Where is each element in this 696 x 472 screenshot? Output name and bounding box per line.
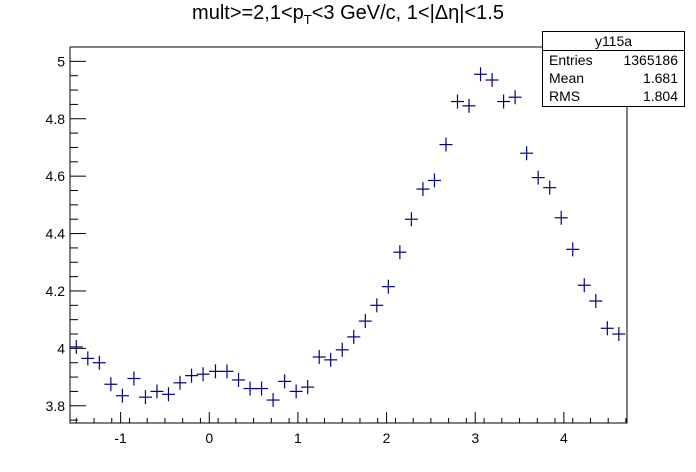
data-point	[612, 327, 626, 342]
stats-label: Entries	[549, 52, 593, 68]
stats-row-entries: Entries 1365186	[543, 51, 684, 69]
y-tick-label: 4	[57, 340, 65, 356]
data-point	[485, 73, 499, 88]
stats-row-rms: RMS 1.804	[543, 87, 684, 105]
data-point	[243, 381, 257, 396]
y-tick-label: 4.6	[46, 168, 66, 184]
data-point	[92, 355, 106, 370]
data-point	[347, 329, 361, 344]
data-point	[358, 314, 372, 329]
y-tick-label: 4.8	[46, 111, 66, 127]
data-point	[474, 67, 488, 82]
data-point	[69, 339, 83, 354]
data-point	[577, 278, 591, 293]
data-point	[220, 364, 234, 379]
data-point	[312, 349, 326, 364]
data-point	[266, 393, 280, 408]
data-point	[393, 245, 407, 260]
stats-label: Mean	[549, 70, 585, 86]
stats-histogram-name: y115a	[543, 32, 684, 51]
data-point	[600, 321, 614, 336]
data-point	[208, 364, 222, 379]
stats-label: RMS	[549, 88, 581, 104]
stats-value: 1.804	[642, 88, 678, 104]
stats-value: 1365186	[623, 52, 678, 68]
data-point	[416, 182, 430, 197]
x-tick-label: 0	[205, 430, 213, 446]
data-point	[104, 377, 118, 392]
data-point	[520, 146, 534, 161]
y-tick-label: 4.2	[46, 283, 66, 299]
data-point	[497, 94, 511, 109]
stats-box: y115a Entries 1365186 Mean 1.681 RMS 1.8…	[542, 31, 685, 107]
data-point	[289, 384, 303, 399]
data-point	[150, 384, 164, 399]
data-point	[404, 212, 418, 227]
data-point	[381, 279, 395, 294]
data-point	[335, 342, 349, 357]
data-point	[531, 170, 545, 185]
data-point	[566, 242, 580, 257]
x-tick-label: 2	[383, 430, 391, 446]
data-point	[196, 367, 210, 382]
data-point	[127, 371, 141, 386]
data-point	[278, 374, 292, 389]
x-tick-label: -1	[114, 430, 127, 446]
data-point	[161, 387, 175, 402]
plot-frame	[69, 46, 628, 424]
title-subscript: T	[303, 12, 312, 27]
y-tick-label: 5	[57, 53, 65, 69]
y-tick-label: 3.8	[46, 398, 66, 414]
data-point	[173, 375, 187, 390]
data-point	[439, 137, 453, 152]
chart-title: mult>=2,1<pT<3 GeV/c, 1<|Δη|<1.5	[0, 2, 696, 27]
data-point	[232, 372, 246, 387]
x-tick-label: 1	[294, 430, 302, 446]
y-tick-label: 4.4	[46, 226, 66, 242]
title-post: <3 GeV/c, 1<|Δη|<1.5	[311, 2, 504, 24]
data-point	[301, 380, 315, 395]
data-point	[115, 388, 129, 403]
data-point	[427, 173, 441, 188]
data-point	[543, 180, 557, 195]
data-point	[255, 381, 269, 396]
data-point	[554, 210, 568, 225]
data-point	[185, 368, 199, 383]
data-point	[138, 390, 152, 405]
data-point	[370, 298, 384, 313]
stats-value: 1.681	[642, 70, 678, 86]
data-point	[450, 94, 464, 109]
title-pre: mult>=2,1<p	[192, 2, 304, 24]
data-point	[589, 294, 603, 309]
data-point	[81, 351, 95, 366]
data-point	[462, 98, 476, 113]
stats-row-mean: Mean 1.681	[543, 69, 684, 87]
data-point	[508, 90, 522, 105]
x-tick-label: 4	[560, 430, 568, 446]
x-tick-label: 3	[471, 430, 479, 446]
data-point	[324, 352, 338, 367]
